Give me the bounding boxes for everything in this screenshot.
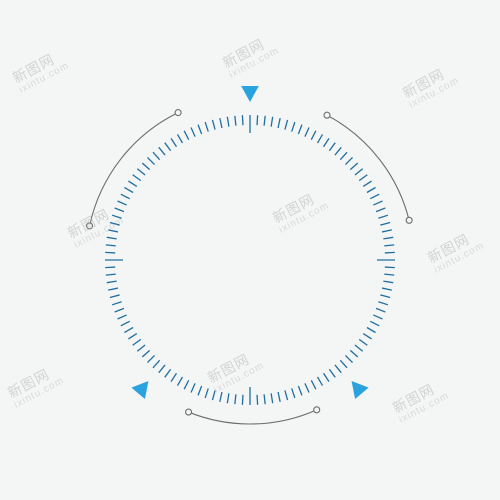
arc-endpoint-dot [324,112,330,118]
arc-endpoint-dot [406,217,412,223]
arc-endpoint-dot [87,223,93,229]
arc-endpoint-dot [314,407,320,413]
arc-endpoint-dot [186,409,192,415]
arc-endpoint-dot [175,110,181,116]
dial-diagram [0,0,500,500]
background [0,0,500,500]
